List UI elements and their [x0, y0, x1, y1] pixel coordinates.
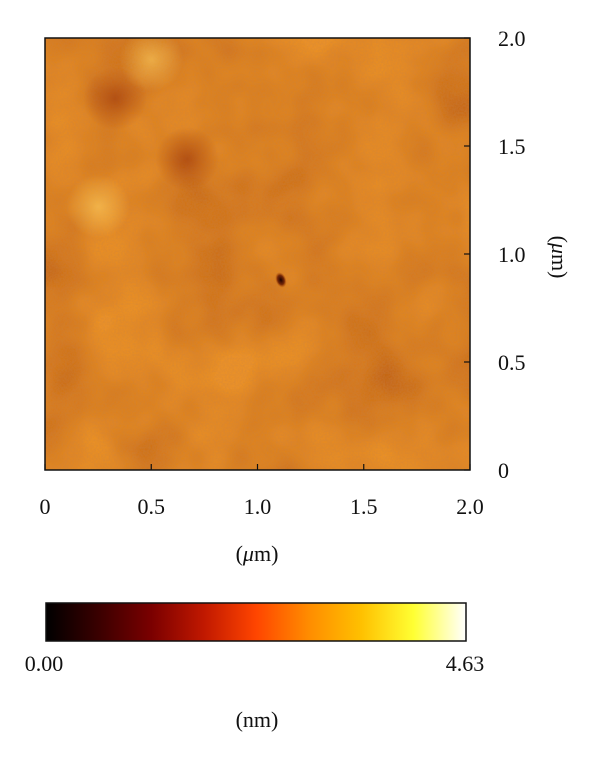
x-axis: 0 0.5 1.0 1.5 2.0: [40, 464, 484, 519]
y-tick-label: 0.5: [498, 350, 526, 375]
x-axis-label: (μm): [236, 541, 279, 566]
surface-features: [66, 38, 287, 288]
colorbar-unit-label: (nm): [236, 707, 279, 732]
colorbar-min-label: 0.00: [25, 651, 64, 676]
y-axis-label: (μm): [547, 236, 572, 279]
y-axis: 0 0.5 1.0 1.5 2.0: [464, 26, 526, 483]
y-tick-label: 1.5: [498, 134, 526, 159]
colorbar: 0.00 4.63 (nm): [25, 602, 485, 732]
x-tick-label: 2.0: [456, 494, 484, 519]
dark-patch: [155, 127, 220, 191]
height-map: [45, 38, 470, 470]
x-tick-label: 1.0: [244, 494, 272, 519]
colorbar-gradient: [45, 602, 467, 642]
y-tick-label: 2.0: [498, 26, 526, 51]
y-tick-label: 1.0: [498, 242, 526, 267]
colorbar-max-label: 4.63: [446, 651, 485, 676]
surface-pit: [275, 272, 287, 288]
x-tick-label: 0.5: [138, 494, 166, 519]
x-tick-label: 1.5: [350, 494, 378, 519]
light-patch: [119, 38, 184, 92]
x-tick-label: 0: [40, 494, 51, 519]
y-tick-label: 0: [498, 458, 509, 483]
light-patch: [66, 174, 130, 239]
